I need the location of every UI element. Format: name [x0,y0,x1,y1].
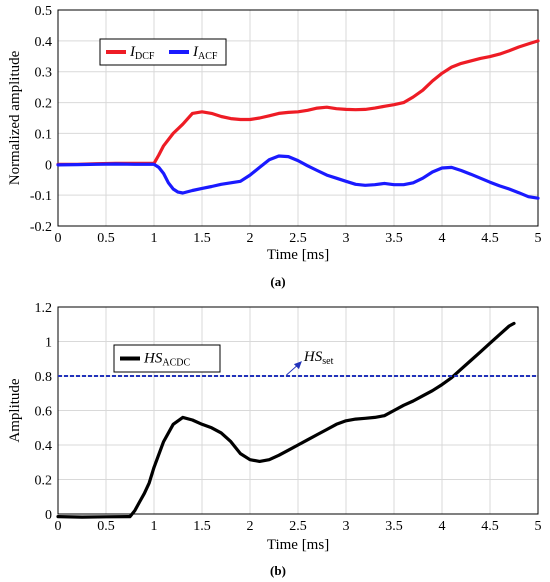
legend-label-idcf: IDCF [129,44,155,62]
y-tick-label: 0.5 [35,4,53,19]
x-tick-label: 0.5 [97,519,115,534]
x-tick-label: 3.5 [385,519,403,534]
x-tick-label: 1.5 [193,519,211,534]
y-tick-label: -0.2 [30,220,52,235]
y-tick-label: 0.2 [35,97,53,112]
y-tick-label: 0.2 [35,474,53,489]
y-tick-label: 0 [45,508,52,523]
x-tick-label: 0 [55,231,62,246]
plot-frame-b [57,306,539,515]
y-axis-label-a: Normalized amplitude [7,50,23,185]
series-lines-b [56,321,538,519]
y-tick-label: 1 [45,336,52,351]
y-tick-label: -0.1 [30,189,52,204]
x-tick-labels-b: 0 0.5 1 1.5 2 2.5 3 3.5 4 4.5 5 [55,519,542,534]
caption-a: (a) [270,274,285,289]
legend-b: HSACDC [113,344,221,373]
x-tick-label: 4.5 [481,519,499,534]
x-tick-label: 3.5 [385,231,403,246]
grid-b [57,306,539,515]
y-tick-labels-a: -0.2 -0.1 0 0.1 0.2 0.3 0.4 0.5 [30,4,52,235]
x-tick-label: 4 [439,231,446,246]
chart-b: 0 0.5 1 1.5 2 2.5 3 3.5 4 4.5 5 00.20.40.60.811.2 … [7,301,542,578]
x-tick-labels-a: 0 0.5 1 1.5 2 2.5 3 3.5 4 4.5 5 [55,231,542,246]
y-tick-label: 0.6 [35,405,53,420]
y-tick-label: 0.4 [35,35,53,50]
x-tick-label: 2 [247,519,254,534]
legend-label-iacf: IACF [192,44,218,62]
x-tick-label: 5 [535,519,542,534]
caption-b: (b) [270,563,286,578]
legend-a: IDCF IACF [99,38,227,66]
plot-frame-a [57,9,539,227]
x-tick-label: 1 [151,231,158,246]
chart-a: 0 0.5 1 1.5 2 2.5 3 3.5 4 4.5 5 -0.2 -0.1 0 0.1 0.2 0.3… [7,4,542,289]
series-line-hsacdc [56,321,516,519]
x-axis-label-b: Time [ms] [267,537,329,553]
x-tick-label: 5 [535,231,542,246]
x-tick-label: 0.5 [97,231,115,246]
y-tick-labels-b: 0 0.2 0.4 0.6 0.8 1 1.2 [35,301,53,523]
hsset-annotation: HSset [286,349,334,376]
series-lines-a [56,39,540,200]
x-tick-label: 0 [55,519,62,534]
hsset-label: HSset [303,349,334,367]
y-tick-label: 0.4 [35,439,53,454]
y-tick-label: 1.2 [35,301,53,316]
y-tick-label: 0.1 [35,127,53,142]
x-tick-label: 1 [151,519,158,534]
y-tick-label: 0.3 [35,66,53,81]
series-line-idcf [56,39,540,166]
legend-label-hsacdc: HSACDC [143,351,190,369]
x-tick-label: 4 [439,519,446,534]
y-axis-label-b: Amplitude [7,378,23,443]
x-tick-label: 2.5 [289,519,307,534]
y-tick-label: 0 [45,158,52,173]
x-tick-label: 1.5 [193,231,211,246]
series-line-iacf [56,154,540,200]
x-axis-label-a: Time [ms] [267,247,329,263]
hsset-arrowhead [293,361,302,370]
x-tick-label: 3 [343,519,350,534]
x-tick-label: 4.5 [481,231,499,246]
x-tick-label: 3 [343,231,350,246]
x-tick-label: 2.5 [289,231,307,246]
x-tick-label: 2 [247,231,254,246]
y-tick-label: 0.8 [35,370,53,385]
